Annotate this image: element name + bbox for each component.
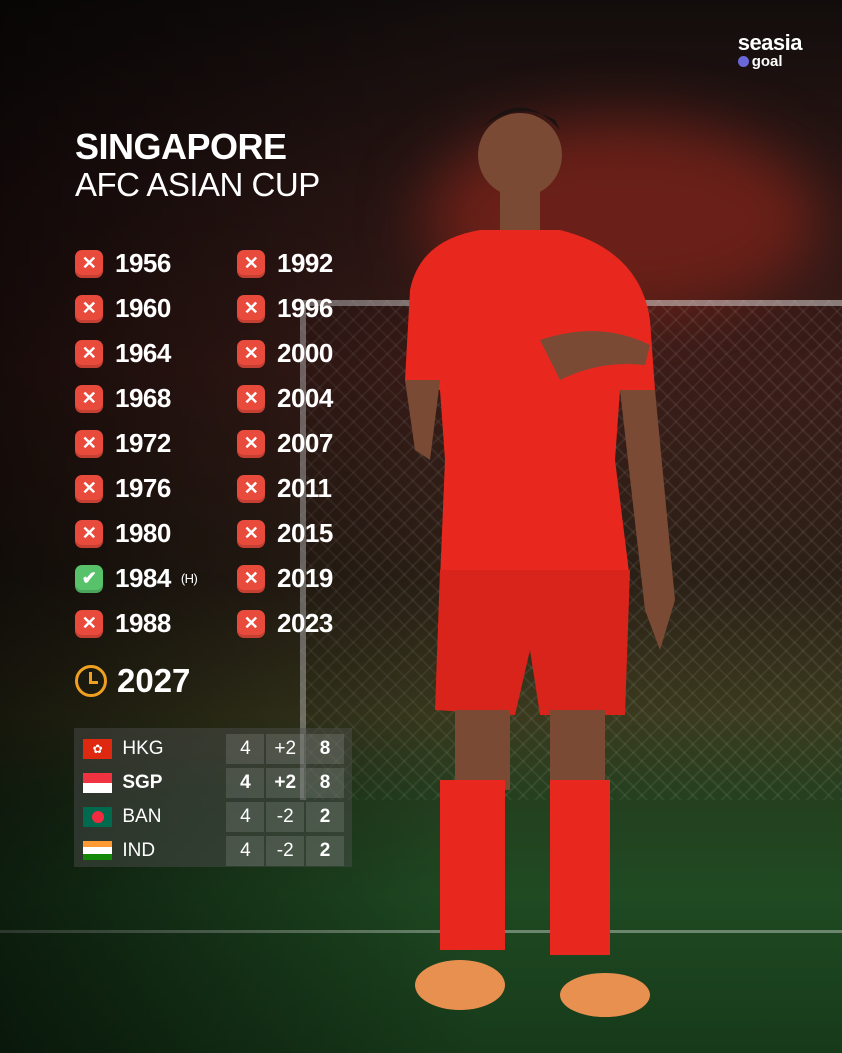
cross-icon: ✕ — [75, 429, 103, 458]
table-row: IND 4 -2 2 — [80, 834, 346, 867]
cross-icon: ✕ — [237, 519, 265, 548]
edition-year: 2004 — [277, 383, 333, 413]
table-row: ✿ HKG 4 +2 8 — [80, 732, 346, 765]
edition-2023: ✕ 2023 — [237, 608, 333, 639]
seasia-goal-logo: seasia goal — [737, 30, 803, 70]
played: 4 — [226, 801, 265, 832]
cross-icon: ✕ — [237, 564, 265, 593]
cross-icon: ✕ — [237, 474, 265, 503]
goal-difference: -2 — [266, 835, 305, 866]
edition-1968: ✕ 1968 — [75, 383, 171, 414]
points: 2 — [306, 801, 345, 832]
edition-2011: ✕ 2011 — [237, 473, 332, 504]
cross-icon: ✕ — [75, 339, 103, 368]
cross-icon: ✕ — [75, 609, 103, 638]
edition-year: 1996 — [277, 293, 333, 323]
team-code: HKG — [122, 737, 164, 759]
team-code: BAN — [122, 805, 162, 827]
edition-year: 1976 — [115, 473, 171, 503]
cross-icon: ✕ — [237, 429, 265, 458]
edition-1972: ✕ 1972 — [75, 428, 171, 459]
edition-1992: ✕ 1992 — [237, 248, 333, 279]
edition-1976: ✕ 1976 — [75, 473, 171, 504]
flag-hkg-icon: ✿ — [83, 738, 113, 759]
edition-year: 1956 — [115, 248, 171, 278]
flag-ban-icon — [83, 806, 113, 827]
played: 4 — [226, 733, 265, 764]
flag-sgp-icon — [83, 772, 113, 793]
edition-year: 1964 — [115, 338, 171, 368]
points: 8 — [306, 767, 345, 798]
edition-2015: ✕ 2015 — [237, 518, 333, 549]
edition-1984: ✔ 1984 (H) — [75, 563, 198, 594]
player-photo — [405, 107, 675, 1017]
edition-year: 1968 — [115, 383, 171, 413]
check-icon: ✔ — [75, 564, 103, 593]
edition-1996: ✕ 1996 — [237, 293, 333, 324]
cross-icon: ✕ — [75, 249, 103, 278]
edition-year: 2007 — [277, 428, 333, 458]
points: 2 — [306, 835, 345, 866]
cross-icon: ✕ — [237, 339, 265, 368]
edition-2000: ✕ 2000 — [237, 338, 333, 369]
goal-difference: +2 — [266, 767, 305, 798]
title: SINGAPORE — [75, 126, 287, 167]
clock-icon — [75, 665, 107, 697]
host-note: (H) — [180, 571, 198, 586]
cross-icon: ✕ — [237, 294, 265, 323]
edition-1980: ✕ 1980 — [75, 518, 171, 549]
edition-1964: ✕ 1964 — [75, 338, 171, 369]
edition-2007: ✕ 2007 — [237, 428, 333, 459]
cross-icon: ✕ — [75, 294, 103, 323]
cross-icon: ✕ — [237, 384, 265, 413]
standings-table: ✿ HKG 4 +2 8 SGP 4 +2 8 BAN 4 -2 2 IND 4… — [74, 728, 352, 867]
edition-2019: ✕ 2019 — [237, 563, 333, 594]
played: 4 — [226, 767, 265, 798]
upcoming-year: 2027 — [117, 662, 191, 699]
logo-brand: seasia — [737, 30, 803, 55]
edition-year: 2011 — [277, 473, 332, 503]
played: 4 — [226, 835, 265, 866]
team-code: SGP — [122, 771, 163, 793]
cross-icon: ✕ — [237, 249, 265, 278]
edition-year: 1972 — [115, 428, 171, 458]
edition-year: 1988 — [115, 608, 171, 638]
cross-icon: ✕ — [237, 609, 265, 638]
edition-1956: ✕ 1956 — [75, 248, 171, 279]
table-row: BAN 4 -2 2 — [80, 800, 346, 833]
edition-year: 2000 — [277, 338, 333, 368]
logo-badge-icon — [737, 56, 749, 67]
edition-year: 1980 — [115, 518, 171, 548]
cross-icon: ✕ — [75, 474, 103, 503]
edition-1988: ✕ 1988 — [75, 608, 171, 639]
cross-icon: ✕ — [75, 384, 103, 413]
subtitle: AFC ASIAN CUP — [75, 166, 320, 203]
edition-year: 2019 — [277, 563, 333, 593]
goal-difference: -2 — [266, 801, 305, 832]
edition-year: 2015 — [277, 518, 333, 548]
edition-year: 2023 — [277, 608, 333, 638]
edition-year: 1960 — [115, 293, 171, 323]
cross-icon: ✕ — [75, 519, 103, 548]
edition-year: 1984 — [115, 563, 171, 593]
table-row: SGP 4 +2 8 — [80, 766, 346, 799]
edition-1960: ✕ 1960 — [75, 293, 171, 324]
goal-difference: +2 — [266, 733, 305, 764]
flag-ind-icon — [83, 840, 113, 861]
edition-2004: ✕ 2004 — [237, 383, 333, 414]
logo-sub: goal — [751, 53, 783, 70]
team-code: IND — [122, 839, 156, 861]
upcoming-edition: 2027 — [75, 662, 190, 700]
points: 8 — [306, 733, 345, 764]
edition-year: 1992 — [277, 248, 333, 278]
